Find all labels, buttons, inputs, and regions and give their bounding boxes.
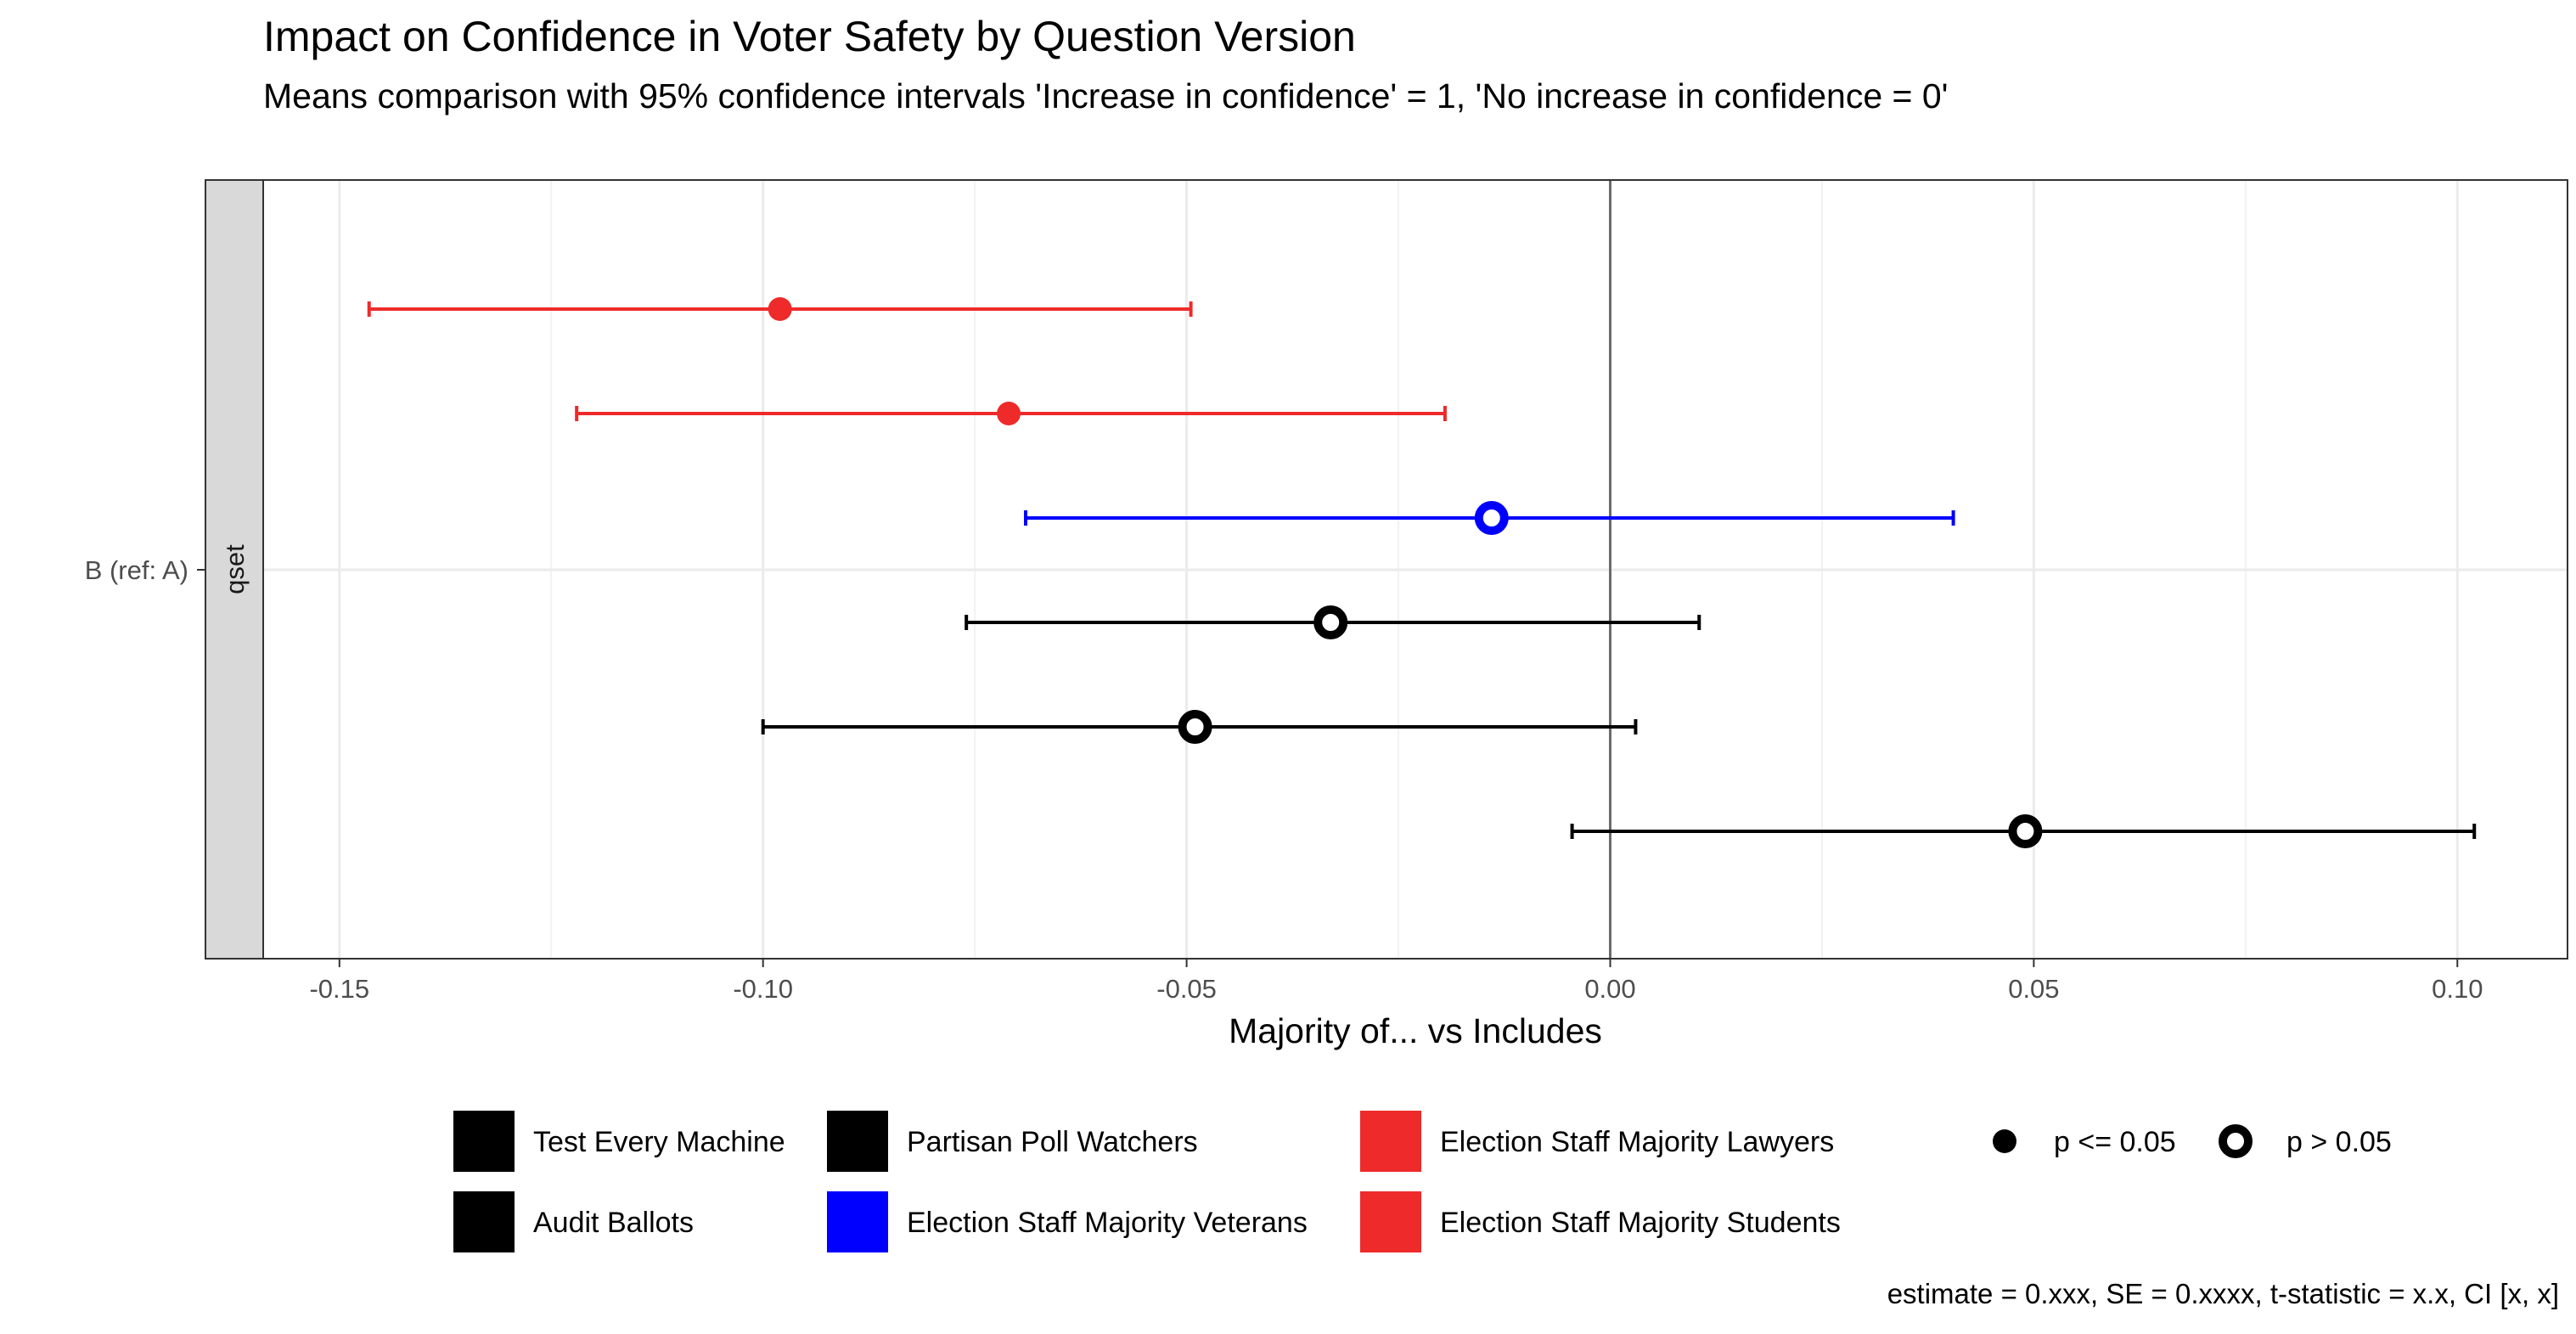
x-axis-title: Majority of... vs Includes [1229, 1011, 1602, 1050]
estimate-audit-ballots [761, 710, 1638, 744]
x-tick-label: -0.05 [1156, 974, 1217, 1004]
x-tick-label: -0.15 [309, 974, 369, 1004]
x-tick-label: -0.10 [733, 974, 793, 1004]
legend-color-label: Election Staff Majority Students [1440, 1207, 1841, 1239]
x-axis-ticks: -0.15 -0.10 -0.05 0.00 0.05 0.10 [309, 959, 2483, 1004]
point-filled [768, 297, 792, 321]
legend-color-key [453, 1191, 515, 1252]
facet-strip [205, 179, 264, 960]
legend-color-key [827, 1111, 888, 1172]
legend-color-label: Partisan Poll Watchers [907, 1126, 1198, 1158]
estimate-election-staff-majority-lawyers [575, 402, 1447, 425]
legend-color-key [827, 1191, 888, 1252]
y-axis-category-label: B (ref: A) [85, 555, 188, 585]
estimates [367, 297, 2477, 848]
legend-shape-label: p > 0.05 [2286, 1126, 2392, 1158]
legend-shape-label: p <= 0.05 [2054, 1126, 2176, 1158]
x-tick-label: 0.10 [2432, 974, 2483, 1004]
estimate-election-staff-majority-students [367, 297, 1193, 321]
legend-color-label: Test Every Machine [533, 1126, 785, 1158]
point-hollow [2008, 814, 2043, 848]
estimate-partisan-poll-watchers [965, 605, 1701, 639]
point-hollow [1313, 605, 1348, 639]
estimate-test-every-machine [1570, 814, 2477, 848]
x-tick-label: 0.05 [2008, 974, 2059, 1004]
legend-shape-filled [1993, 1129, 2016, 1153]
legend-color-label: Election Staff Majority Veterans [907, 1207, 1308, 1239]
legend-color-key [1360, 1191, 1421, 1252]
legend-color-label: Audit Ballots [533, 1207, 694, 1239]
estimate-election-staff-majority-veterans [1024, 501, 1955, 535]
point-hollow [1474, 501, 1509, 535]
legend-color-key [1360, 1111, 1421, 1172]
point-hollow [1178, 710, 1212, 744]
legend-color-key [453, 1111, 515, 1172]
chart-title: Impact on Confidence in Voter Safety by … [263, 13, 1356, 60]
point-filled [997, 402, 1021, 425]
chart-subtitle: Means comparison with 95% confidence int… [263, 76, 1949, 115]
x-tick-label: 0.00 [1584, 974, 1635, 1004]
chart-caption: estimate = 0.xxx, SE = 0.xxxx, t-statist… [1887, 1278, 2559, 1309]
legend: Test Every Machine Audit Ballots Partisan … [453, 1111, 2392, 1252]
legend-color-label: Election Staff Majority Lawyers [1440, 1126, 1834, 1158]
facet-strip-label: qset [220, 544, 250, 594]
legend-shape-hollow [2219, 1124, 2253, 1158]
